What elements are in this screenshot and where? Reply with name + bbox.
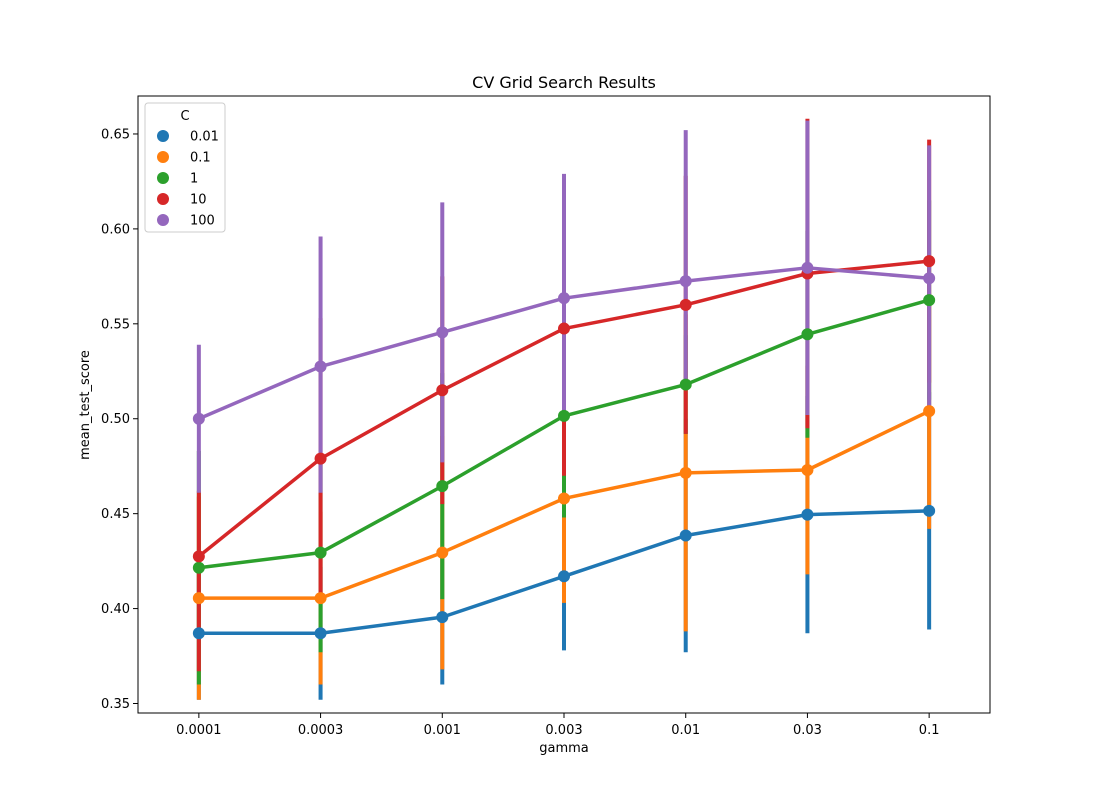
data-point [192,627,205,640]
y-tick-label: 0.55 [101,317,130,332]
x-tick-label: 0.0001 [176,723,222,738]
data-point [436,611,449,624]
legend-label: 10 [190,193,207,208]
data-point [679,275,692,288]
data-point [314,627,327,640]
legend-label: 1 [190,172,198,187]
data-point [679,529,692,542]
data-point [679,378,692,391]
data-point [801,463,814,476]
legend-label: 0.1 [190,151,211,166]
data-point [923,272,936,285]
legend: C 0.01 0.1 1 10 100 [144,102,226,233]
x-tick-label: 0.001 [424,723,461,738]
data-point [923,504,936,517]
y-tick-label: 0.65 [101,127,130,142]
series-points [192,255,936,640]
legend-marker [157,151,169,163]
y-tick-label: 0.45 [101,507,130,522]
data-point [314,546,327,559]
x-tick-label: 0.0003 [298,723,344,738]
data-point [558,492,570,505]
x-tick-label: 0.01 [671,723,700,738]
data-point [801,261,814,274]
chart-title: CV Grid Search Results [472,73,656,92]
legend-title: C [180,109,189,124]
y-tick-label: 0.60 [101,222,130,237]
data-point [679,466,692,479]
y-tick-label: 0.40 [101,602,130,617]
data-point [558,409,570,422]
data-point [801,508,814,521]
y-tick-label: 0.35 [101,697,130,712]
data-point [436,546,449,559]
x-tick-label: 0.03 [793,723,822,738]
data-point [314,592,327,605]
x-tick-label: 0.003 [545,723,582,738]
legend-marker [157,172,169,184]
data-point [558,292,570,305]
data-point [679,298,692,311]
legend-label: 0.01 [190,130,219,145]
data-point [192,412,205,425]
legend-marker [157,130,169,142]
data-point [558,570,570,583]
data-point [923,255,936,268]
data-point [436,326,449,339]
legend-label: 100 [190,214,215,229]
data-point [314,452,327,465]
y-tick-label: 0.50 [101,412,130,427]
data-point [436,384,449,397]
y-axis-label: mean_test_score [78,350,93,460]
data-point [923,405,936,418]
legend-marker [157,214,169,226]
data-point [192,561,205,574]
data-point [192,592,205,605]
x-tick-label: 0.1 [919,723,940,738]
legend-marker [157,193,169,205]
legend-items: 0.01 0.1 1 10 100 [157,130,219,229]
data-point [558,322,570,335]
data-point [192,550,205,563]
data-point [923,294,936,307]
data-point [436,480,449,493]
data-point [801,328,814,341]
data-point [314,360,327,373]
y-axis: 0.35 0.40 0.45 0.50 0.55 0.60 0.65 [101,127,138,712]
x-axis: 0.0001 0.0003 0.001 0.003 0.01 0.03 0.1 [176,713,939,738]
x-axis-label: gamma [539,741,589,756]
